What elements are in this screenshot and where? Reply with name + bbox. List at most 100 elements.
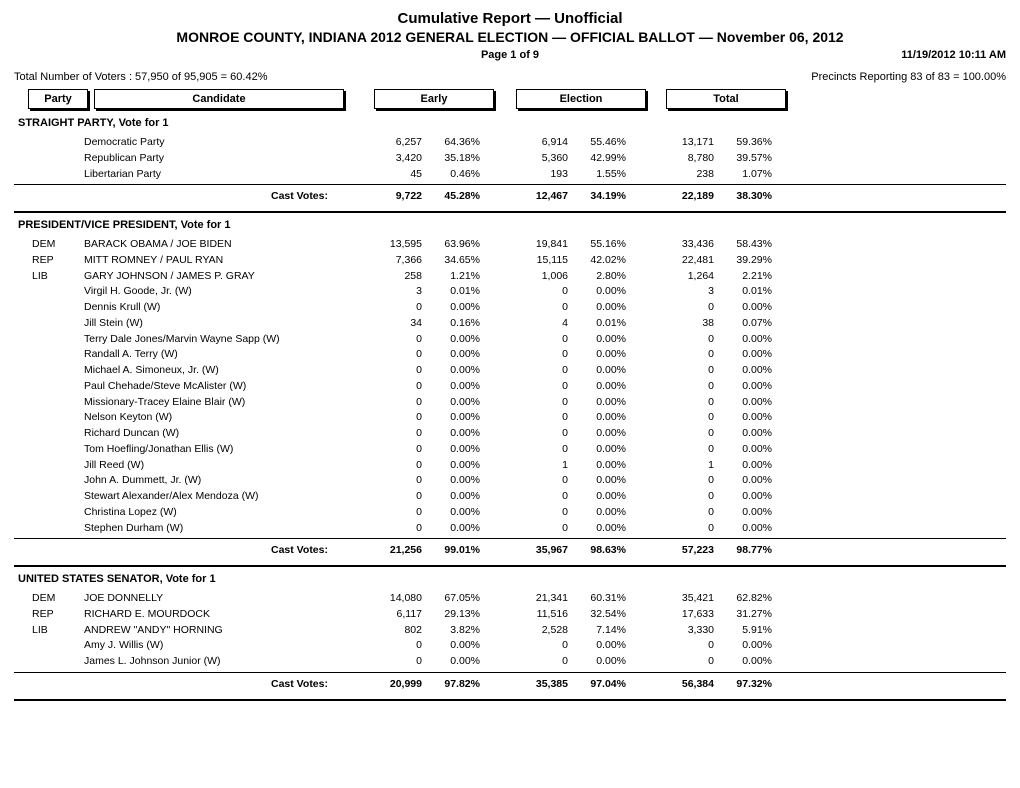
cell-election-pct: 32.54% [568,607,626,623]
cell-election-pct: 0.00% [568,284,626,300]
precincts-reporting: Precincts Reporting 83 of 83 = 100.00% [811,71,1006,83]
result-row: REPRICHARD E. MOURDOCK6,11729.13%11,5163… [14,607,1006,623]
cell-total-pct: 0.00% [714,505,772,521]
cell-early-count: 34 [364,316,422,332]
cell-candidate: Jill Reed (W) [64,458,364,474]
cell-early-count: 0 [364,521,422,537]
cell-election-count: 11,516 [510,607,568,623]
cell-early-pct: 0.01% [422,284,480,300]
cell-total-count: 33,436 [656,237,714,253]
cell-early-count: 3,420 [364,151,422,167]
cell-early-count: 0 [364,473,422,489]
cell-election-pct: 0.00% [568,347,626,363]
header-party: Party [28,89,88,109]
cell-early-pct: 64.36% [422,135,480,151]
cell-election-pct: 0.00% [568,521,626,537]
cell-candidate: BARACK OBAMA / JOE BIDEN [64,237,364,253]
cell-candidate: MITT ROMNEY / PAUL RYAN [64,253,364,269]
result-row: Randall A. Terry (W)00.00%00.00%00.00% [14,347,1006,363]
column-headers: Party Candidate Early Election Total [14,89,1006,109]
cell-election-pct: 60.31% [568,591,626,607]
cell-election-pct: 0.00% [568,363,626,379]
cell-total-count: 13,171 [656,135,714,151]
cast-total-pct: 38.30% [714,189,772,205]
cell-election-count: 193 [510,167,568,183]
cast-votes-label: Cast Votes: [64,189,364,205]
cell-total-count: 22,481 [656,253,714,269]
cell-election-pct: 0.00% [568,300,626,316]
cell-election-pct: 1.55% [568,167,626,183]
cell-candidate: Missionary-Tracey Elaine Blair (W) [64,395,364,411]
contest-title: STRAIGHT PARTY, Vote for 1 [18,117,1006,129]
cell-candidate: Nelson Keyton (W) [64,410,364,426]
cell-total-count: 0 [656,505,714,521]
result-row: Missionary-Tracey Elaine Blair (W) 0 0.00%… [14,395,1006,411]
cell-total-pct: 0.00% [714,332,772,348]
header-candidate: Candidate [94,89,344,109]
cell-total-count: 0 [656,363,714,379]
cell-early-count: 6,117 [364,607,422,623]
cell-election-count: 0 [510,489,568,505]
cell-early-pct: 0.00% [422,332,480,348]
cell-candidate: Terry Dale Jones/Marvin Wayne Sapp (W) [64,332,364,348]
cell-total-pct: 0.00% [714,300,772,316]
cast-total-pct: 97.32% [714,677,772,693]
cell-total-pct: 0.01% [714,284,772,300]
result-row: Stephen Durham (W)00.00%00.00%00.00% [14,521,1006,537]
cell-early-pct: 0.00% [422,521,480,537]
cell-early-pct: 0.00% [422,505,480,521]
cell-candidate: GARY JOHNSON / JAMES P. GRAY [64,269,364,285]
cell-election-count: 15,115 [510,253,568,269]
cell-early-pct: 29.13% [422,607,480,623]
cell-election-count: 0 [510,395,568,411]
report-timestamp: 11/19/2012 10:11 AM [901,49,1006,61]
cell-early-pct: 3.82% [422,623,480,639]
cell-early-count: 802 [364,623,422,639]
cell-total-count: 1 [656,458,714,474]
cell-candidate: Dennis Krull (W) [64,300,364,316]
cell-candidate: John A. Dummett, Jr. (W) [64,473,364,489]
cell-candidate: Jill Stein (W) [64,316,364,332]
cell-early-pct: 63.96% [422,237,480,253]
contest-title: PRESIDENT/VICE PRESIDENT, Vote for 1 [18,219,1006,231]
result-row: Democratic Party6,25764.36%6,91455.46%13… [14,135,1006,151]
page-number: Page 1 of 9 [481,49,539,61]
result-row: Jill Stein (W)340.16%40.01%380.07% [14,316,1006,332]
cast-early-count: 20,999 [364,677,422,693]
cast-votes-label: Cast Votes: [64,677,364,693]
cell-election-count: 1 [510,458,568,474]
cell-election-count: 0 [510,332,568,348]
cell-early-pct: 0.00% [422,395,480,411]
result-row: Christina Lopez (W)00.00%00.00%00.00% [14,505,1006,521]
cell-election-pct: 0.00% [568,489,626,505]
cell-total-count: 238 [656,167,714,183]
cell-election-count: 0 [510,284,568,300]
cell-election-pct: 42.99% [568,151,626,167]
result-row: Terry Dale Jones/Marvin Wayne Sapp (W)00… [14,332,1006,348]
result-row: Stewart Alexander/Alex Mendoza (W)00.00%… [14,489,1006,505]
cell-total-count: 0 [656,638,714,654]
cell-total-count: 3 [656,284,714,300]
cell-early-pct: 0.00% [422,638,480,654]
cell-candidate: Democratic Party [64,135,364,151]
cell-candidate: Christina Lopez (W) [64,505,364,521]
cell-early-count: 0 [364,332,422,348]
cell-early-count: 45 [364,167,422,183]
cast-election-pct: 98.63% [568,543,626,559]
cell-early-count: 14,080 [364,591,422,607]
cast-election-pct: 34.19% [568,189,626,205]
result-row: DEMJOE DONNELLY14,08067.05%21,34160.31%3… [14,591,1006,607]
cell-total-count: 0 [656,347,714,363]
cell-total-pct: 0.00% [714,347,772,363]
cell-early-count: 0 [364,379,422,395]
cast-votes-row: Cast Votes:21,25699.01%35,96798.63%57,22… [14,538,1006,559]
cell-early-pct: 0.00% [422,473,480,489]
cell-early-pct: 0.00% [422,379,480,395]
cell-early-count: 0 [364,363,422,379]
cell-election-count: 21,341 [510,591,568,607]
cell-early-pct: 1.21% [422,269,480,285]
cell-election-pct: 2.80% [568,269,626,285]
cell-candidate: ANDREW "ANDY" HORNING [64,623,364,639]
cell-election-pct: 55.46% [568,135,626,151]
cell-early-count: 0 [364,654,422,670]
